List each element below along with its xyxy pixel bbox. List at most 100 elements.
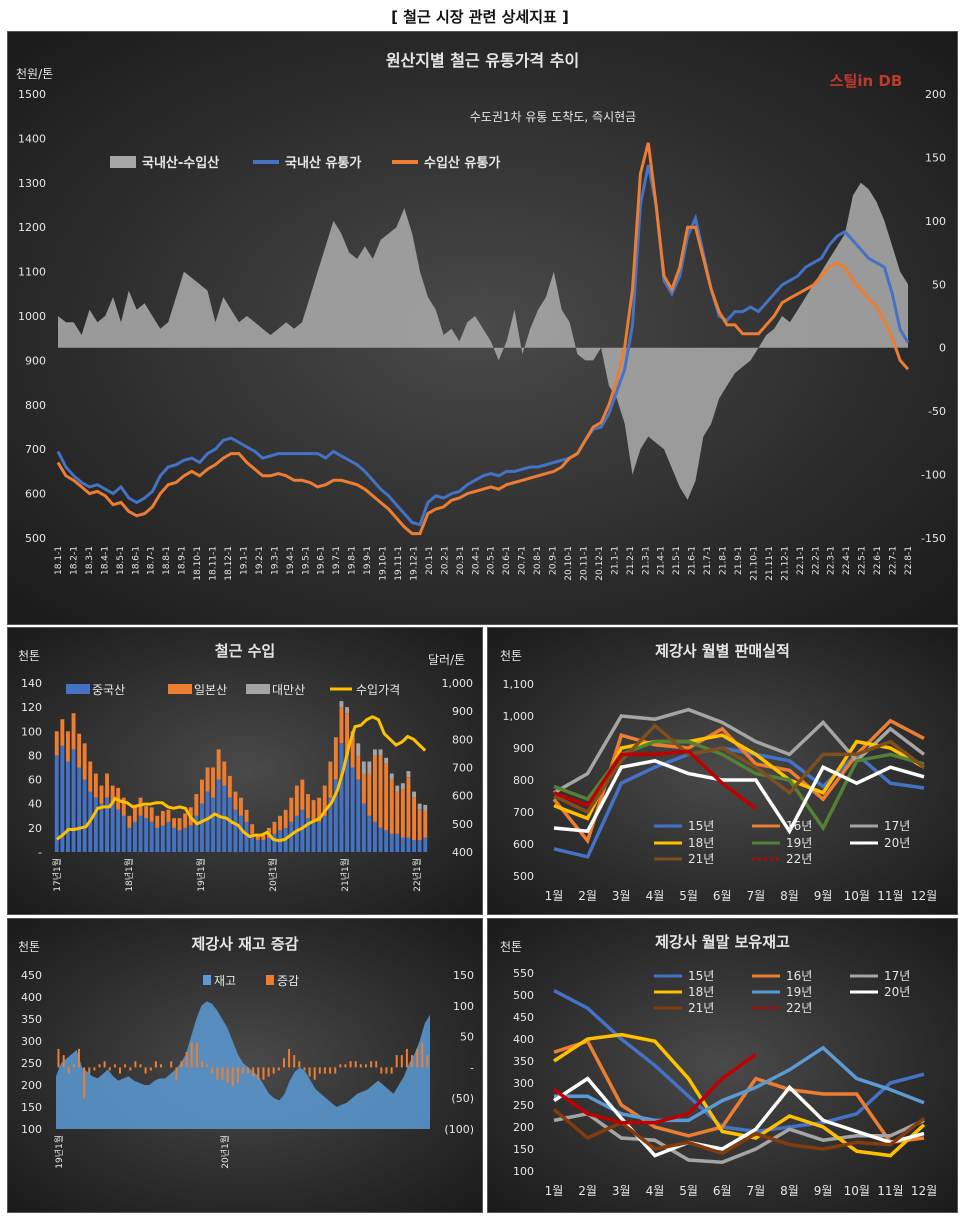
bar-japan <box>244 809 249 822</box>
x-tick-label: 19.3-1 <box>270 546 280 575</box>
bar-change <box>344 1064 347 1068</box>
bar-japan <box>250 824 255 834</box>
y-tick-label: 100 <box>513 1165 534 1178</box>
bar-change <box>370 1061 373 1068</box>
bar-china <box>239 815 243 852</box>
bar-japan <box>99 785 104 804</box>
x-tick-label: 19년1월 <box>53 1135 65 1169</box>
legend-label: 19년 <box>786 836 812 850</box>
bar-change <box>149 1067 152 1071</box>
y-tick-label: - <box>38 846 42 859</box>
bar-china <box>211 797 215 852</box>
bar-taiwan <box>412 791 416 798</box>
x-tick-label: 20.4-1 <box>471 546 481 575</box>
x-tick-label: 22.2-1 <box>811 546 821 575</box>
y-tick-label: 700 <box>25 443 46 456</box>
x-tick-label: 1월 <box>545 889 564 903</box>
bar-change <box>129 1067 132 1071</box>
bar-japan <box>378 755 383 828</box>
x-tick-label: 20.6-1 <box>502 546 512 575</box>
bar-china <box>322 815 327 852</box>
bar-change <box>411 1055 413 1068</box>
bar-japan <box>227 775 232 798</box>
bar-change <box>267 1067 270 1077</box>
bar-japan <box>384 763 389 831</box>
x-tick-label: 10월 <box>844 889 870 903</box>
legend-swatch <box>168 684 192 694</box>
bar-china <box>267 837 271 852</box>
chart-title: 제강사 월말 보유재고 <box>655 933 790 951</box>
x-tick-label: 19년1월 <box>195 858 207 892</box>
bar-change <box>298 1061 301 1068</box>
bar-china <box>311 821 316 852</box>
x-tick-label: 21.3-1 <box>641 546 651 575</box>
bar-japan <box>283 809 288 828</box>
bar-change <box>349 1061 352 1068</box>
bar-change <box>195 1042 198 1068</box>
bar-change <box>272 1067 275 1074</box>
bar-change <box>62 1055 65 1068</box>
bar-china <box>406 837 411 852</box>
bar-taiwan <box>395 785 400 792</box>
x-tick-label: 22.7-1 <box>889 546 899 575</box>
bar-china <box>54 755 59 852</box>
y2-tick-label: 700 <box>452 762 473 775</box>
legend-label: 국내산 유통가 <box>285 155 361 171</box>
legend-label: 16년 <box>786 969 812 983</box>
x-tick-label: 18.1-1 <box>54 546 64 575</box>
series-line-18년 <box>553 1032 926 1158</box>
bar-taiwan <box>378 749 383 756</box>
series-line-20년 <box>553 1076 925 1158</box>
x-tick-label: 21.10-1 <box>750 546 760 581</box>
bar-change <box>318 1067 321 1074</box>
y-tick-label: 500 <box>25 532 46 545</box>
bar-japan <box>60 719 65 746</box>
bar-japan <box>105 773 109 798</box>
bar-china <box>200 803 204 852</box>
bar-japan <box>66 731 70 762</box>
legend-label: 22년 <box>786 852 812 866</box>
x-tick-label: 10월 <box>844 1184 870 1198</box>
bar-taiwan <box>406 771 411 778</box>
bar-taiwan <box>400 783 405 790</box>
bar-china <box>166 821 171 852</box>
y2-tick-label: 500 <box>452 818 473 831</box>
bar-china <box>244 821 249 852</box>
y-tick-label: 300 <box>513 1077 534 1090</box>
chart-title: 원산지별 철근 유통가격 추이 <box>386 51 579 70</box>
y-tick-label: 250 <box>21 1057 42 1070</box>
bar-change <box>242 1067 244 1074</box>
y2-tick-label: - <box>470 1061 474 1074</box>
bar-change <box>211 1067 214 1074</box>
bar-japan <box>166 809 171 822</box>
bar-china <box>361 803 366 852</box>
x-tick-label: 18.6-1 <box>131 546 141 575</box>
bar-china <box>160 825 165 852</box>
bar-china <box>133 821 137 852</box>
bar-japan <box>350 737 355 768</box>
bar-china <box>205 791 210 852</box>
x-tick-label: 18.12-1 <box>224 546 234 581</box>
bar-change <box>119 1067 121 1074</box>
bar-change <box>405 1048 408 1068</box>
x-tick-label: 17년1월 <box>51 858 63 892</box>
y-tick-label: 200 <box>21 1079 42 1092</box>
bar-change <box>160 1064 162 1068</box>
bar-japan <box>317 797 322 822</box>
y-axis-unit: 천톤 <box>18 939 40 954</box>
series-area-inventory <box>56 1001 430 1129</box>
y-tick-label: 800 <box>513 774 534 787</box>
x-tick-label: 18.11-1 <box>209 546 219 581</box>
bar-japan <box>406 777 411 838</box>
bar-change <box>329 1067 332 1074</box>
x-tick-label: 20.9-1 <box>549 546 559 575</box>
bar-china <box>306 818 310 852</box>
x-tick-label: 20.7-1 <box>518 546 528 575</box>
bar-change <box>308 1067 311 1077</box>
bar-change <box>88 1067 91 1074</box>
bar-japan <box>222 761 227 786</box>
series-line-22년 <box>553 749 757 811</box>
bar-change <box>364 1064 367 1068</box>
x-tick-label: 22.4-1 <box>842 546 852 575</box>
bar-change <box>175 1067 178 1080</box>
